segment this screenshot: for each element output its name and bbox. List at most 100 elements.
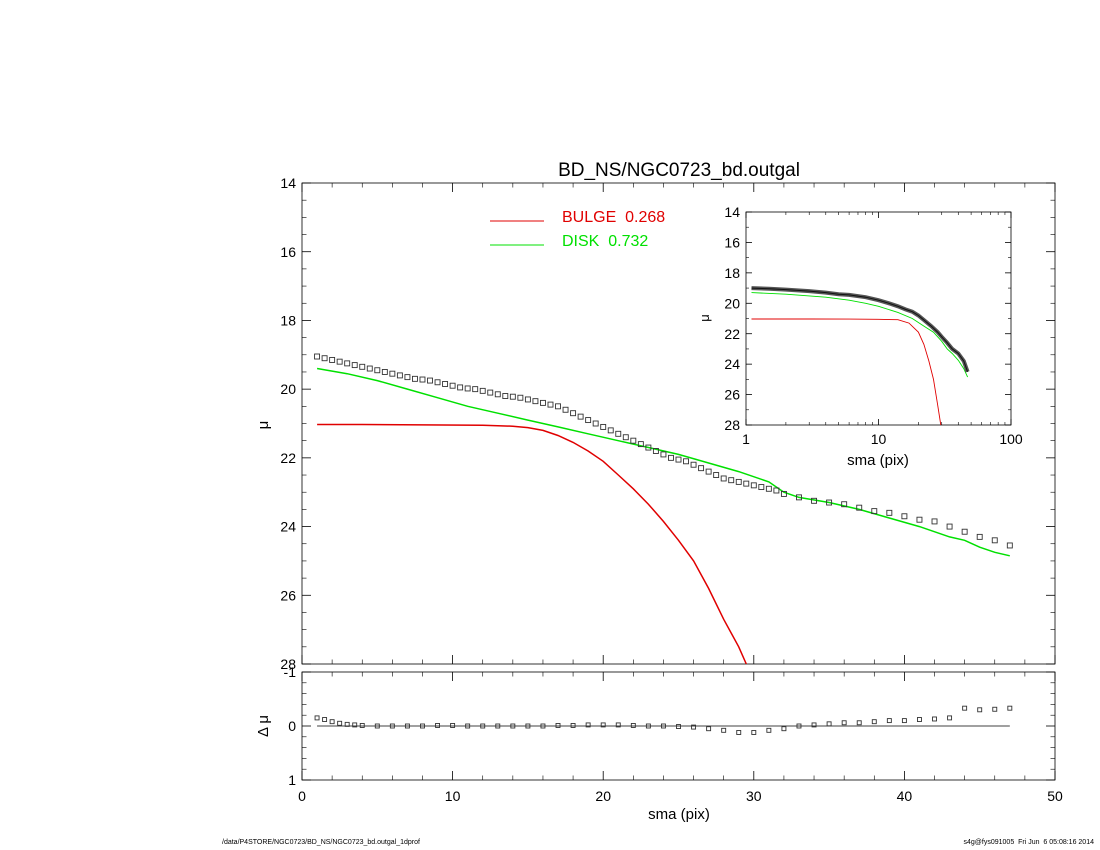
inset-y-tick-label: 14 [724,204,740,220]
inset-y-tick-label: 20 [724,295,740,311]
main-data-point [502,393,509,399]
main-data-point [585,417,592,424]
inset-y-tick-label: 18 [724,265,740,281]
main-data-point [615,430,622,437]
main-bulge-line [317,423,747,664]
main-data-point [524,396,531,403]
residual-data-point [404,723,410,729]
main-data-point [622,434,629,441]
main-data-point [464,385,471,392]
main-data-point [427,377,433,384]
residual-data-point [781,726,787,732]
main-data-point [404,374,411,381]
main-data-point [442,381,449,387]
residual-data-point [962,705,968,711]
residual-data-point [826,721,832,727]
main-data-point [381,369,388,375]
residual-data-point [420,723,425,729]
residual-data-point [932,716,937,722]
residual-data-point [977,707,983,713]
residual-data-point [691,724,697,730]
residual-data-point [901,718,907,724]
main-data-point [1006,542,1013,549]
residual-x-tick-label: 40 [897,788,913,804]
residual-data-point [389,723,395,729]
main-data-point [607,427,614,434]
main-data-point [434,379,441,386]
residual-data-point [645,723,651,729]
residual-data-point [736,730,742,735]
residual-data-point [796,723,802,729]
main-data-point [555,403,561,410]
main-data-point [841,501,848,508]
residual-x-tick-label: 50 [1047,788,1063,804]
inset-x-tick-label: 10 [871,431,887,447]
main-data-point [366,365,373,372]
main-data-point [457,384,464,391]
inset-y-tick-label: 24 [724,356,740,372]
main-y-tick-label: 26 [280,587,296,603]
residual-data-point [751,730,757,735]
residual-data-point [660,723,666,729]
residual-data-point [435,723,440,728]
inset-frame [745,211,1012,426]
residual-data-point [510,723,516,729]
residual-data-point [359,723,365,728]
main-data-point [735,478,742,485]
main-data-point [705,468,712,475]
main-data-point [645,444,652,451]
residual-data-point [495,723,501,729]
inset-x-tick-label: 1 [742,431,750,447]
main-data-point [780,490,787,497]
residual-data-point [555,723,561,728]
residual-data-point [337,720,343,726]
inset-bulge-line [751,318,942,425]
residual-data-point [630,723,636,728]
residual-data-point [465,723,471,729]
main-data-point [901,513,908,520]
main-data-point [675,456,682,463]
main-data-point [314,353,321,360]
main-data-point [540,399,546,406]
main-data-point [946,523,953,530]
main-data-point [547,401,554,408]
residual-y-tick-label: 1 [288,772,296,788]
main-data-point [713,472,720,478]
main-data-point [637,441,644,448]
residual-data-point [811,722,817,728]
residual-data-point [585,722,591,728]
main-data-point [690,461,697,468]
main-y-tick-label: 24 [280,519,296,535]
main-data-point [344,360,351,367]
footer-timestamp: s4g@fys091005 Fri Jun 6 05:08:16 2014 [963,839,1094,846]
main-data-point [720,475,727,482]
main-panel: 14 16 18 20 22 24 26 28 [280,175,1056,672]
residual-data-point [540,723,546,729]
x-axis-label: sma (pix) [648,806,710,823]
inset-disk-line [751,292,969,378]
residual-x-tick-label: 0 [298,788,306,804]
main-data-point [472,386,479,393]
main-data-point [871,508,878,515]
residual-data-point [841,720,847,726]
main-data-point [374,367,381,374]
main-data-point [321,355,328,362]
legend: BULGE 0.268 DISK 0.732 [490,209,665,250]
legend-label-bulge: BULGE 0.268 [562,209,665,226]
residual-data-point [917,717,922,722]
main-data-point [570,410,577,417]
residual-data-point [721,727,727,733]
residual-data-point [947,715,953,721]
inset-y-tick-label: 16 [724,234,740,250]
main-disk-line [316,367,1010,557]
residual-y-tick-label: 0 [288,718,296,734]
main-data-point [961,528,968,535]
residual-data-point [352,722,358,728]
main-data-point [494,391,501,398]
residual-data-point [322,717,328,722]
inset-observed-line [751,287,969,372]
main-data-point [728,477,735,484]
main-data-point [532,398,539,405]
